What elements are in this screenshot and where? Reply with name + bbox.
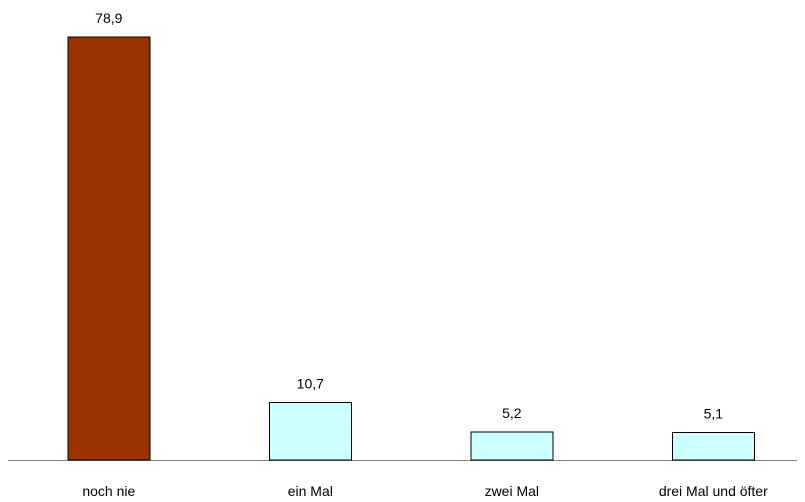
category-label-3: zwei Mal	[485, 483, 539, 499]
bar-4	[671, 432, 755, 461]
bar-3	[470, 431, 554, 461]
data-label-2: 10,7	[297, 376, 324, 392]
bars-group	[67, 36, 755, 461]
category-label-2: ein Mal	[288, 483, 333, 499]
bar-2	[268, 402, 352, 461]
data-label-3: 5,2	[502, 405, 522, 421]
data-label-4: 5,1	[704, 406, 724, 422]
bar-1	[67, 36, 151, 461]
category-label-1: noch nie	[82, 483, 135, 499]
category-labels-group: noch nie ein Mal zwei Mal drei Mal und öfte…	[82, 483, 768, 499]
data-label-1: 78,9	[95, 10, 122, 26]
category-label-4: drei Mal und öfter	[659, 483, 768, 499]
value-labels-group: 78,9 10,7 5,2 5,1	[95, 10, 723, 422]
